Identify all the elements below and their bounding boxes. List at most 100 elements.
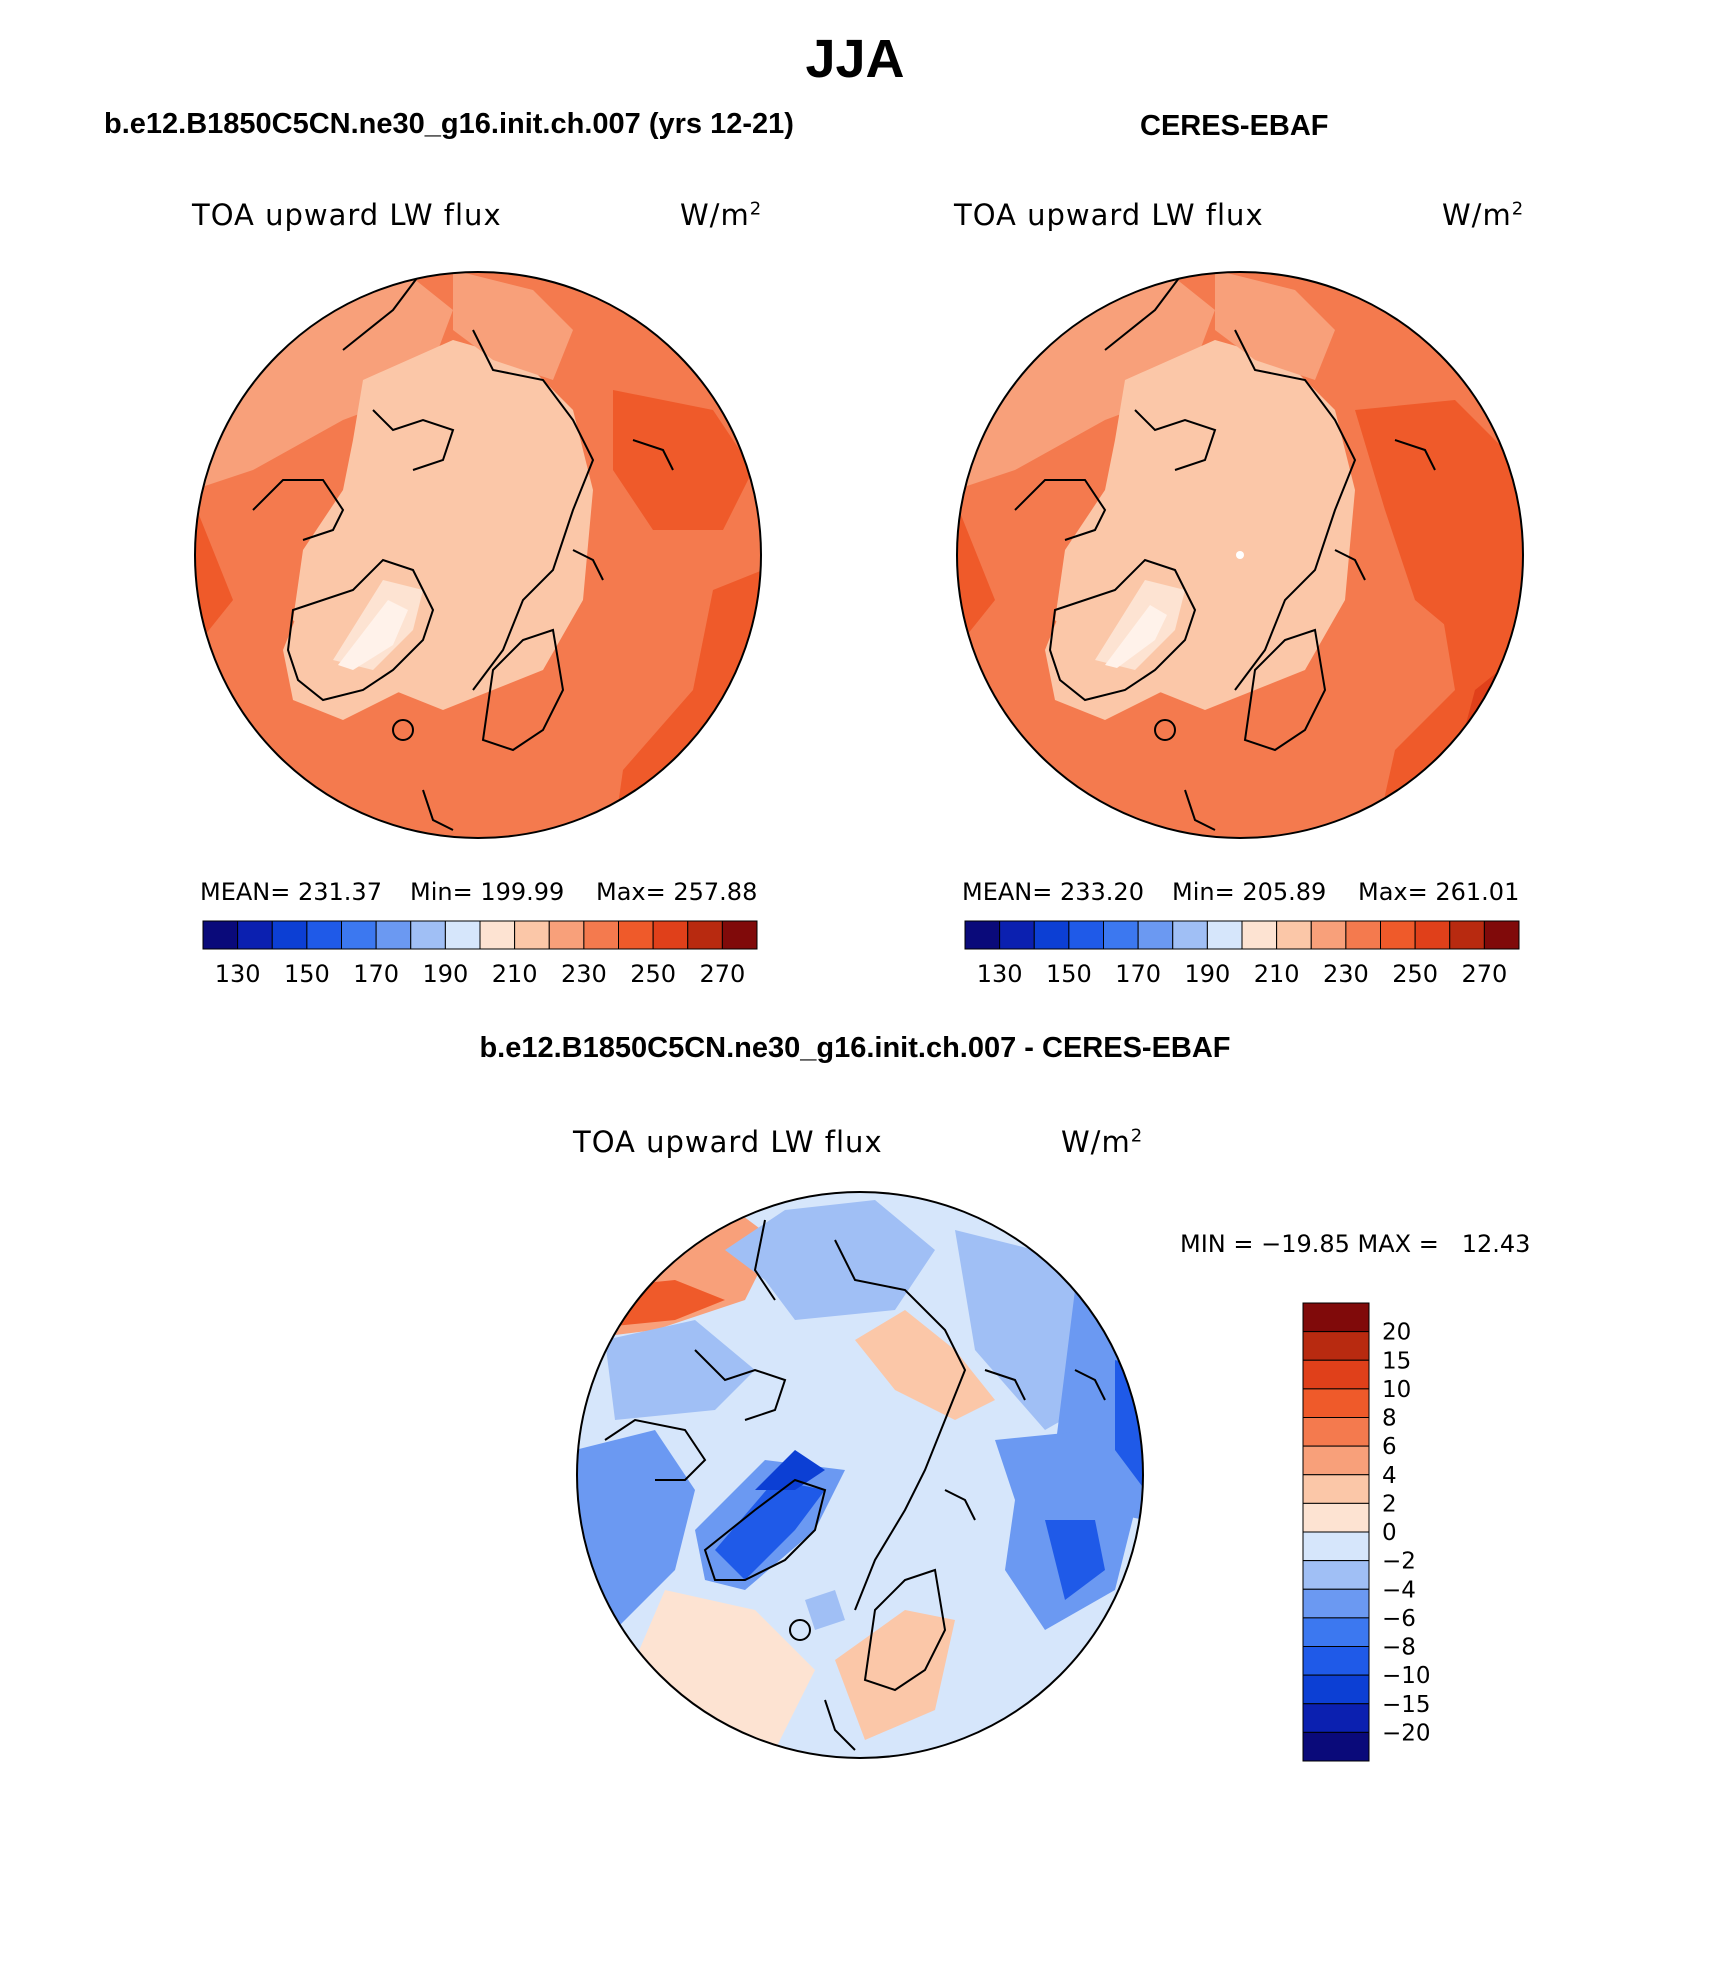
difference-colorbar-swatch [1302, 1388, 1370, 1418]
obs-colorbar-swatch [1033, 920, 1070, 950]
difference-colorbar-swatch [1302, 1302, 1370, 1333]
obs-colorbar-tick-label: 250 [1392, 960, 1438, 988]
model-colorbar-swatch [618, 920, 654, 950]
obs-colorbar-tick-label: 230 [1323, 960, 1369, 988]
obs-units-label: W/m2 [1442, 198, 1525, 232]
difference-colorbar-tick-label: 8 [1382, 1406, 1397, 1432]
difference-colorbar-swatch [1302, 1417, 1370, 1447]
difference-colorbar-tick-label: 0 [1382, 1520, 1397, 1546]
difference-colorbar-swatch [1302, 1731, 1370, 1762]
obs-colorbar-swatch [1483, 920, 1520, 950]
obs-colorbar-swatch [1380, 920, 1416, 950]
difference-colorbar-tick-label: −15 [1382, 1692, 1431, 1718]
obs-colorbar-swatch [999, 920, 1035, 950]
difference-colorbar-tick-label: −8 [1382, 1635, 1416, 1661]
difference-colorbar-tick-label: −4 [1382, 1577, 1416, 1603]
obs-colorbar-tick-label: 210 [1254, 960, 1300, 988]
difference-colorbar-swatch [1302, 1531, 1370, 1562]
difference-colorbar-tick-label: 10 [1382, 1377, 1411, 1403]
obs-colorbar-swatch [1310, 920, 1347, 950]
obs-colorbar-swatch [1241, 920, 1278, 950]
obs-variable-label: TOA upward LW flux [954, 198, 1264, 232]
model-min-stat: Min= 199.99 [410, 878, 565, 906]
obs-colorbar-swatch [964, 920, 1001, 950]
obs-panel-title: CERES-EBAF [1140, 110, 1329, 142]
difference-colorbar-swatch [1302, 1646, 1370, 1676]
difference-colorbar-swatch [1302, 1674, 1370, 1705]
model-colorbar-tick-label: 230 [561, 960, 607, 988]
model-colorbar-swatch [652, 920, 689, 950]
obs-colorbar-tick-label: 190 [1184, 960, 1230, 988]
difference-colorbar-tick-label: 6 [1382, 1434, 1397, 1460]
model-colorbar-tick-label: 250 [630, 960, 676, 988]
model-colorbar-tick-label: 210 [492, 960, 538, 988]
model-colorbar-swatch [687, 920, 723, 950]
model-colorbar-tick-label: 130 [215, 960, 261, 988]
difference-colorbar-swatch [1302, 1474, 1370, 1504]
model-colorbar-swatch [375, 920, 412, 950]
diff-units-label: W/m2 [1061, 1125, 1144, 1159]
model-colorbar-tick-label: 170 [353, 960, 399, 988]
diff-variable-label: TOA upward LW flux [573, 1125, 883, 1159]
figure-title: JJA [805, 29, 905, 89]
model-colorbar: 130 150 170 190 210 230 250 270 [202, 920, 758, 988]
difference-colorbar-swatch [1302, 1560, 1370, 1590]
difference-colorbar-tick-label: 15 [1382, 1348, 1411, 1374]
model-colorbar-swatch [479, 920, 516, 950]
model-colorbar-swatch [444, 920, 481, 950]
difference-polar-map [576, 1191, 1144, 1759]
obs-colorbar-tick-label: 130 [977, 960, 1023, 988]
model-colorbar-tick-label: 150 [284, 960, 330, 988]
model-colorbar-swatch [341, 920, 377, 950]
obs-colorbar: 130 150 170 190 210 230 250 270 [964, 920, 1520, 988]
obs-colorbar-tick-label: 170 [1115, 960, 1161, 988]
obs-colorbar-swatch [1276, 920, 1312, 950]
obs-max-stat: Max= 261.01 [1358, 878, 1520, 906]
obs-colorbar-swatch [1103, 920, 1139, 950]
model-colorbar-swatch [721, 920, 758, 950]
difference-colorbar-tick-label: −6 [1382, 1606, 1416, 1632]
model-max-stat: Max= 257.88 [596, 878, 758, 906]
obs-colorbar-swatch [1345, 920, 1381, 950]
difference-minmax-stat: MIN = −19.85 MAX = 12.43 [1180, 1230, 1531, 1258]
model-colorbar-swatch [548, 920, 585, 950]
difference-colorbar-swatch [1302, 1331, 1370, 1361]
obs-colorbar-swatch [1449, 920, 1485, 950]
difference-colorbar-swatch [1302, 1502, 1370, 1533]
difference-colorbar-tick-label: 20 [1382, 1320, 1411, 1346]
model-colorbar-swatch [202, 920, 239, 950]
difference-colorbar-swatch [1302, 1617, 1370, 1647]
obs-colorbar-tick-label: 150 [1046, 960, 1092, 988]
model-colorbar-tick-label: 270 [699, 960, 745, 988]
model-panel-title: b.e12.B1850C5CN.ne30_g16.init.ch.007 (yr… [104, 108, 794, 140]
model-colorbar-swatch [271, 920, 308, 950]
obs-colorbar-tick-label: 270 [1461, 960, 1507, 988]
obs-colorbar-swatch [1137, 920, 1174, 950]
model-colorbar-swatch [410, 920, 446, 950]
model-colorbar-swatch [583, 920, 619, 950]
obs-min-stat: Min= 205.89 [1172, 878, 1327, 906]
obs-colorbar-swatch [1206, 920, 1243, 950]
obs-colorbar-swatch [1068, 920, 1104, 950]
obs-colorbar-swatch [1172, 920, 1208, 950]
model-colorbar-tick-label: 190 [422, 960, 468, 988]
difference-colorbar-swatch [1302, 1445, 1370, 1476]
difference-colorbar-swatch [1302, 1703, 1370, 1733]
difference-panel-title: b.e12.B1850C5CN.ne30_g16.init.ch.007 - C… [479, 1032, 1231, 1064]
difference-colorbar-tick-label: 2 [1382, 1491, 1397, 1517]
obs-polar-map [956, 271, 1524, 839]
difference-colorbar-tick-label: −10 [1382, 1663, 1431, 1689]
model-colorbar-swatch [306, 920, 342, 950]
difference-colorbar-swatch [1302, 1588, 1370, 1619]
difference-colorbar-tick-label: −2 [1382, 1549, 1416, 1575]
model-polar-map [194, 271, 762, 839]
difference-colorbar-tick-label: 4 [1382, 1463, 1397, 1489]
obs-colorbar-swatch [1414, 920, 1451, 950]
model-colorbar-swatch [514, 920, 550, 950]
obs-mean-stat: MEAN= 233.20 [962, 878, 1144, 906]
model-variable-label: TOA upward LW flux [192, 198, 502, 232]
model-colorbar-swatch [237, 920, 273, 950]
model-mean-stat: MEAN= 231.37 [200, 878, 382, 906]
difference-colorbar-swatch [1302, 1359, 1370, 1390]
